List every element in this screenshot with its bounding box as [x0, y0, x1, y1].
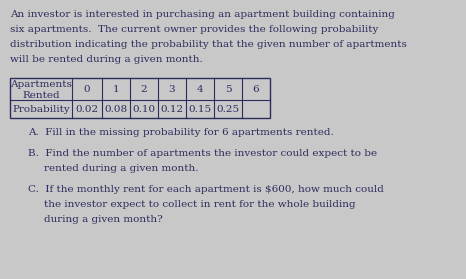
Text: Apartments: Apartments: [10, 80, 72, 89]
Text: 3: 3: [169, 85, 175, 93]
Text: 0.25: 0.25: [216, 105, 240, 114]
Text: six apartments.  The current owner provides the following probability: six apartments. The current owner provid…: [10, 25, 378, 34]
Text: Probability: Probability: [12, 105, 70, 114]
Text: 1: 1: [113, 85, 119, 93]
Text: the investor expect to collect in rent for the whole building: the investor expect to collect in rent f…: [44, 200, 356, 209]
Text: will be rented during a given month.: will be rented during a given month.: [10, 55, 203, 64]
Text: A.  Fill in the missing probability for 6 apartments rented.: A. Fill in the missing probability for 6…: [28, 128, 334, 137]
Text: 0.12: 0.12: [160, 105, 184, 114]
Text: B.  Find the number of apartments the investor could expect to be: B. Find the number of apartments the inv…: [28, 149, 377, 158]
Text: 0: 0: [84, 85, 90, 93]
Text: 0.02: 0.02: [75, 105, 99, 114]
Text: 0.08: 0.08: [104, 105, 128, 114]
Text: Rented: Rented: [22, 91, 60, 100]
Text: 5: 5: [225, 85, 231, 93]
Text: 0.15: 0.15: [188, 105, 212, 114]
Text: C.  If the monthly rent for each apartment is $600, how much could: C. If the monthly rent for each apartmen…: [28, 185, 384, 194]
Text: 4: 4: [197, 85, 203, 93]
Text: 0.10: 0.10: [132, 105, 156, 114]
Text: An investor is interested in purchasing an apartment building containing: An investor is interested in purchasing …: [10, 10, 395, 19]
Text: distribution indicating the probability that the given number of apartments: distribution indicating the probability …: [10, 40, 407, 49]
Text: rented during a given month.: rented during a given month.: [44, 164, 199, 173]
Text: 2: 2: [141, 85, 147, 93]
Bar: [10, 78, 270, 118]
Text: during a given month?: during a given month?: [44, 215, 163, 224]
Text: 6: 6: [253, 85, 259, 93]
